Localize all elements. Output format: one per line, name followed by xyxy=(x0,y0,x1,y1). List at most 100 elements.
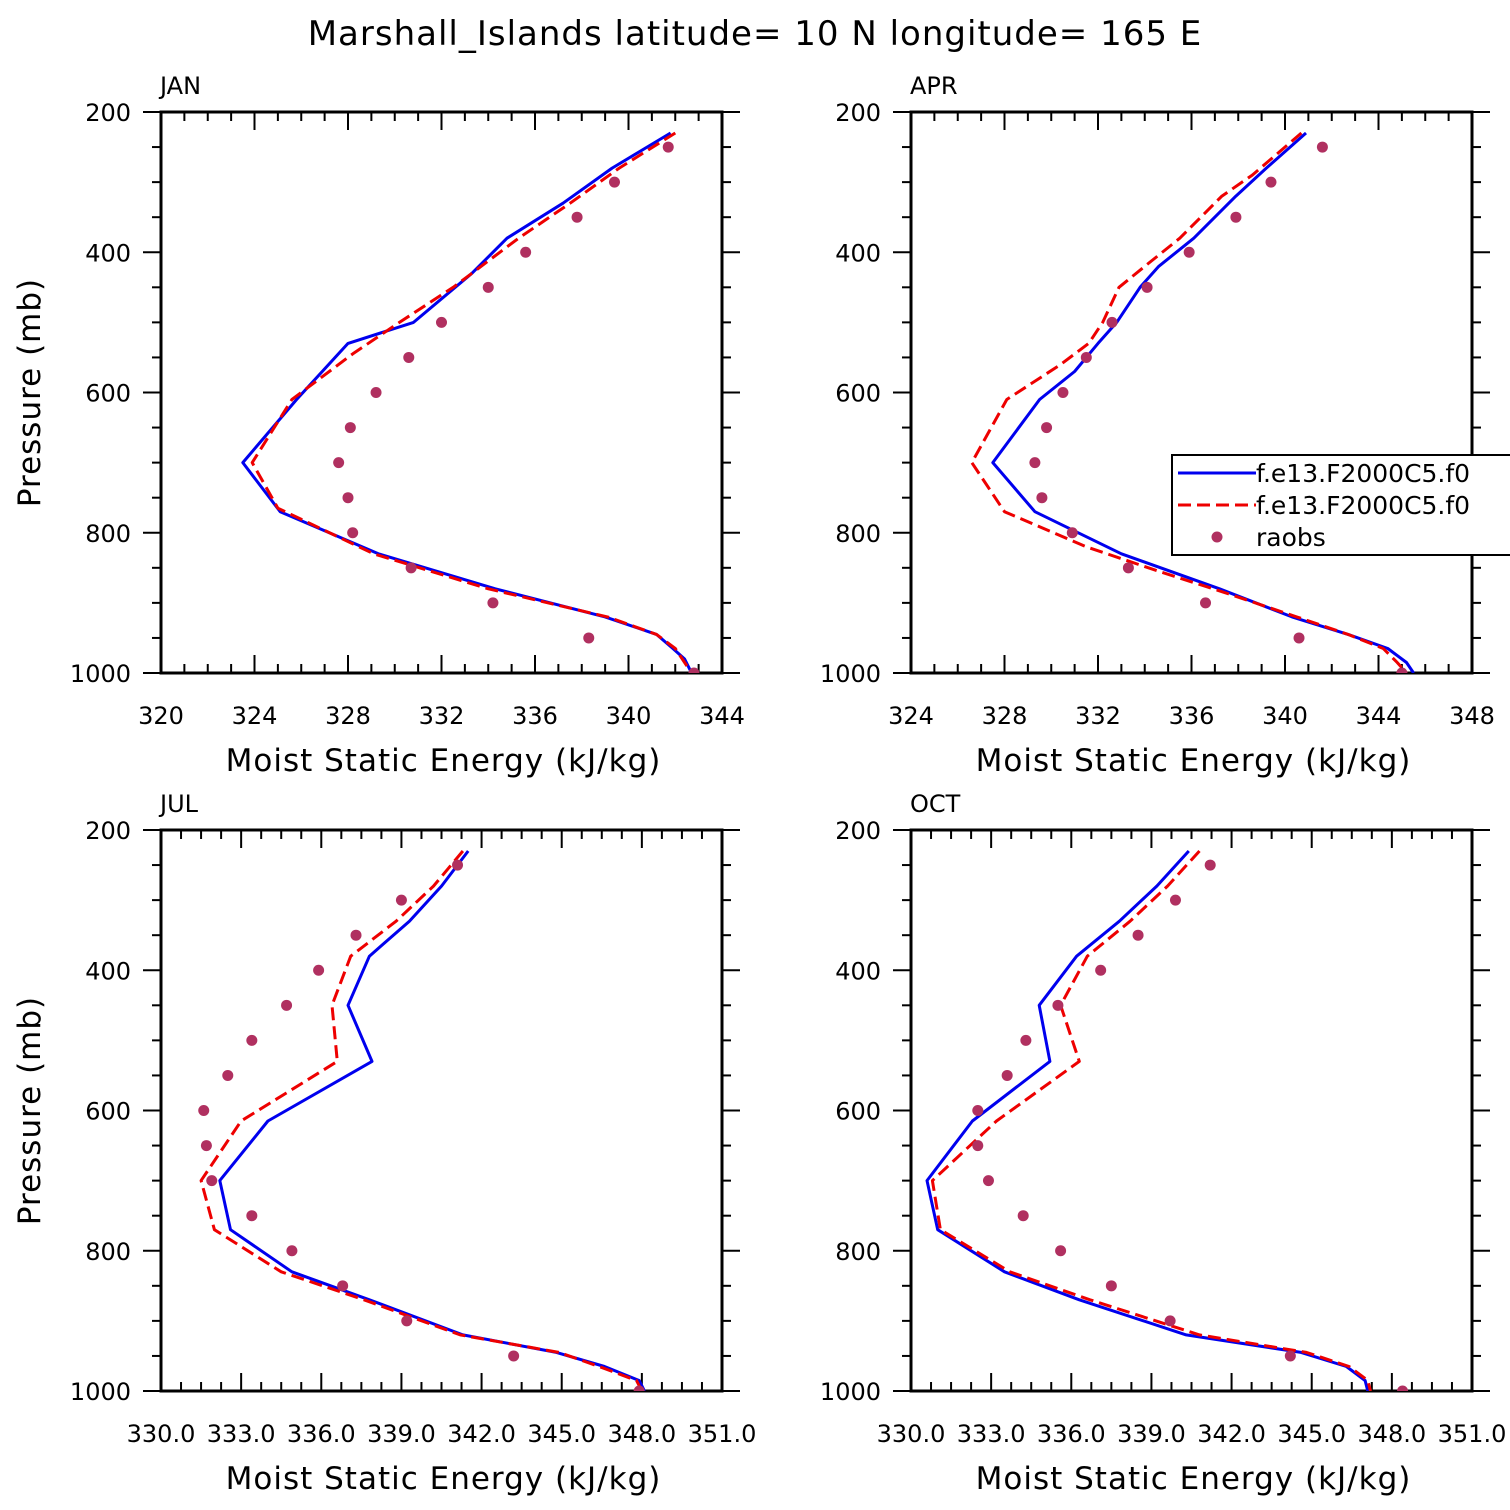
x-tick-label: 351.0 xyxy=(1438,1420,1507,1448)
model-2-line xyxy=(199,850,644,1391)
legend-label: raobs xyxy=(1256,523,1326,552)
raobs-point xyxy=(508,1350,520,1362)
y-tick-label: 600 xyxy=(835,380,881,408)
raobs-point xyxy=(401,1315,413,1327)
y-tick-label: 200 xyxy=(85,99,131,127)
panel-label: JUL xyxy=(158,790,199,818)
raobs-point xyxy=(972,1105,984,1116)
x-tick-label: 332 xyxy=(1075,702,1121,730)
raobs-point xyxy=(982,1175,994,1187)
raobs-point xyxy=(370,387,382,398)
x-tick-label: 348 xyxy=(1449,702,1495,730)
raobs-point xyxy=(1204,859,1216,871)
series-group xyxy=(241,131,700,673)
y-tick-label: 800 xyxy=(835,520,881,548)
raobs-point xyxy=(337,1280,349,1292)
raobs-point xyxy=(198,1105,210,1116)
series-group xyxy=(925,849,1409,1391)
raobs-point xyxy=(436,316,447,328)
x-tick-label: 348.0 xyxy=(1357,1420,1426,1448)
x-tick-label: 336.0 xyxy=(287,1420,356,1448)
raobs-point xyxy=(520,246,532,258)
x-tick-label: 340 xyxy=(1262,702,1308,730)
raobs-point xyxy=(405,562,417,574)
x-tick-label: 345.0 xyxy=(527,1420,596,1448)
plot-frame xyxy=(909,110,1474,675)
y-axis-label: Pressure (mb) xyxy=(12,278,48,507)
figure-title: Marshall_Islands latitude= 10 N longitud… xyxy=(308,14,1203,54)
raobs-point xyxy=(1293,632,1305,644)
model-2-line xyxy=(930,849,1372,1391)
raobs-point xyxy=(246,1034,258,1046)
raobs-point xyxy=(1141,281,1153,293)
raobs-point xyxy=(347,527,359,539)
raobs-point xyxy=(200,1140,212,1152)
raobs-point xyxy=(1122,562,1134,574)
x-tick-label: 333.0 xyxy=(207,1420,276,1448)
raobs-point xyxy=(1164,1315,1176,1327)
raobs-point xyxy=(583,632,595,644)
x-tick-label: 342.0 xyxy=(1197,1420,1266,1448)
raobs-point xyxy=(1265,176,1277,188)
legend: f.e13.F2000C5.f0 f.e13.F2000C5.f0 raobs xyxy=(1171,454,1510,556)
raobs-point xyxy=(1055,1245,1067,1257)
panel-jan: JAN 320 324 328 332 336 340 344 200 400 600 800 1000… xyxy=(12,72,745,779)
x-tick-label: 340 xyxy=(606,702,652,730)
model-2-line xyxy=(250,131,693,673)
y-tick-label: 200 xyxy=(85,817,131,845)
panel-label: JAN xyxy=(158,72,201,100)
raobs-point xyxy=(1284,1350,1296,1362)
x-tick-label: 328 xyxy=(325,702,371,730)
plot-frame xyxy=(159,828,724,1393)
raobs-point xyxy=(1001,1069,1013,1081)
x-tick-label: 324 xyxy=(888,702,934,730)
panel-jul: JUL 330.0 333.0 336.0 339.0 342.0 345.0 348.0 35… xyxy=(12,790,756,1497)
model-1-line xyxy=(991,131,1415,673)
x-tick-label: 344 xyxy=(699,702,745,730)
panel-apr: APR 324 328 332 336 340 344 348 200 400 600 800 1000… xyxy=(820,72,1495,779)
raobs-point xyxy=(403,351,415,363)
x-axis-label: Moist Static Energy (kJ/kg) xyxy=(226,1461,662,1497)
legend-swatch-dot xyxy=(1211,531,1223,543)
y-axis-label: Pressure (mb) xyxy=(12,996,48,1225)
panel-label: APR xyxy=(910,72,958,100)
model-2-line xyxy=(970,131,1408,673)
raobs-point xyxy=(342,492,354,504)
raobs-point xyxy=(1041,422,1053,434)
x-tick-label: 330.0 xyxy=(127,1420,196,1448)
y-tick-label: 400 xyxy=(85,957,131,985)
x-tick-label: 348.0 xyxy=(607,1420,676,1448)
y-tick-label: 200 xyxy=(835,99,881,127)
raobs-point xyxy=(1095,964,1107,976)
y-tick-label: 1000 xyxy=(820,660,881,688)
raobs-point xyxy=(1396,667,1408,673)
y-tick-label: 1000 xyxy=(820,1378,881,1406)
legend-label: f.e13.F2000C5.f0 xyxy=(1256,459,1470,488)
x-tick-label: 351.0 xyxy=(688,1420,757,1448)
raobs-point xyxy=(1316,141,1328,153)
x-tick-label: 336 xyxy=(512,702,558,730)
raobs-point xyxy=(395,894,407,906)
x-tick-label: 345.0 xyxy=(1277,1420,1346,1448)
raobs-point xyxy=(1029,457,1041,469)
raobs-point xyxy=(222,1069,234,1081)
y-tick-label: 800 xyxy=(85,520,131,548)
raobs-point xyxy=(1080,351,1092,363)
plot-frame xyxy=(159,110,724,675)
x-tick-label: 336.0 xyxy=(1037,1420,1106,1448)
raobs-point xyxy=(246,1210,258,1222)
raobs-point xyxy=(1397,1385,1409,1391)
raobs-point xyxy=(662,141,674,153)
x-tick-label: 336 xyxy=(1169,702,1215,730)
raobs-point xyxy=(286,1245,298,1257)
y-tick-label: 600 xyxy=(85,1098,131,1126)
x-axis-label: Moist Static Energy (kJ/kg) xyxy=(976,743,1412,779)
raobs-point xyxy=(688,667,700,673)
x-axis-label: Moist Static Energy (kJ/kg) xyxy=(226,743,662,779)
raobs-point xyxy=(571,211,583,223)
model-1-line xyxy=(925,849,1370,1391)
legend-label: f.e13.F2000C5.f0 xyxy=(1256,491,1470,520)
y-tick-label: 1000 xyxy=(70,1378,131,1406)
y-tick-label: 1000 xyxy=(70,660,131,688)
raobs-point xyxy=(1052,999,1064,1011)
